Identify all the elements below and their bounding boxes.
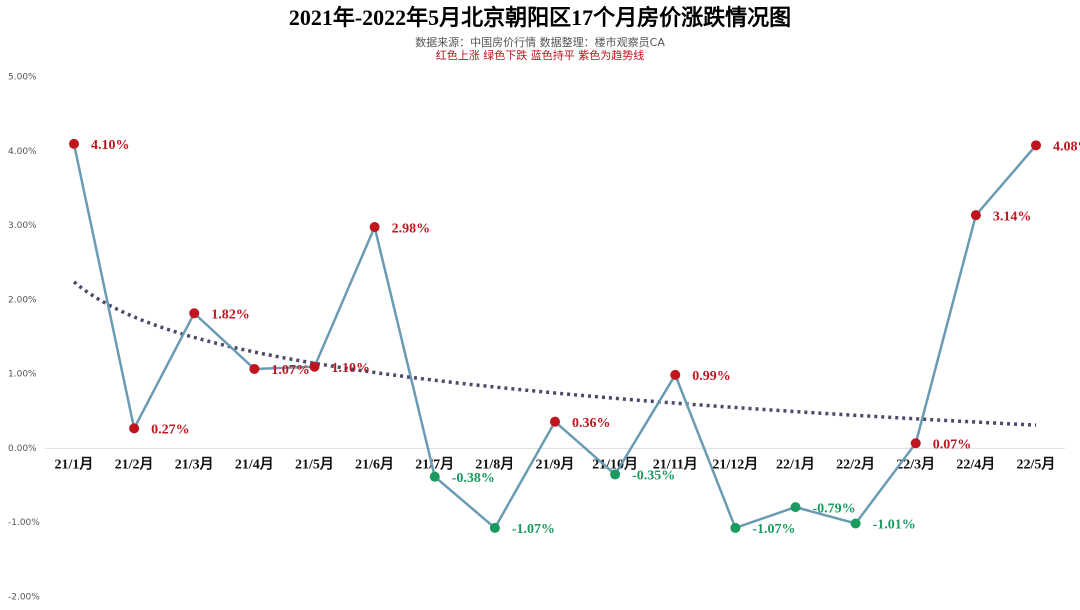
x-tick-label: 21/12月 bbox=[712, 457, 758, 473]
x-tick-label: 21/3月 bbox=[175, 457, 214, 473]
x-tick-label: 21/2月 bbox=[115, 457, 154, 473]
point bbox=[489, 522, 500, 533]
point bbox=[970, 210, 981, 221]
point bbox=[189, 308, 200, 319]
value-label: 2.98% bbox=[392, 221, 431, 236]
point bbox=[369, 222, 380, 233]
legend-note: 红色上涨 绿色下跌 蓝色持平 紫色为趋势线 bbox=[436, 48, 645, 62]
value-label: -0.38% bbox=[452, 471, 495, 486]
point bbox=[550, 416, 560, 427]
x-tick-label: 22/5月 bbox=[1017, 457, 1056, 473]
x-tick-label: 21/4月 bbox=[235, 457, 274, 473]
y-tick-label: 3.00% bbox=[8, 221, 37, 231]
x-tick-label: 21/10月 bbox=[592, 457, 638, 473]
value-label: -1.01% bbox=[873, 518, 916, 533]
point bbox=[790, 502, 801, 513]
value-label: 3.14% bbox=[993, 209, 1032, 224]
x-tick-label: 22/1月 bbox=[776, 457, 815, 473]
value-label: 4.10% bbox=[91, 138, 130, 153]
value-label: 1.10% bbox=[332, 361, 371, 376]
x-tick-label: 21/11月 bbox=[653, 457, 698, 473]
value-label: 0.36% bbox=[572, 416, 611, 431]
trendline bbox=[72, 280, 1037, 427]
point bbox=[69, 138, 79, 149]
y-tick-label: -1.00% bbox=[8, 518, 40, 528]
value-label: -1.07% bbox=[752, 522, 795, 537]
value-label: 0.99% bbox=[692, 369, 731, 384]
chart-title: 2021年-2022年5月北京朝阳区17个月房价涨跌情况图 bbox=[289, 5, 791, 30]
y-tick-label: 2.00% bbox=[8, 295, 37, 305]
point bbox=[730, 522, 741, 533]
value-label: -0.79% bbox=[813, 501, 856, 516]
value-label: 0.07% bbox=[933, 437, 972, 452]
point bbox=[309, 361, 320, 372]
y-tick-label: 0.00% bbox=[8, 444, 37, 454]
x-tick-label: 21/1月 bbox=[55, 457, 94, 473]
y-tick-label: -2.00% bbox=[8, 593, 40, 603]
point bbox=[249, 363, 260, 374]
value-label: 4.08% bbox=[1053, 140, 1080, 155]
x-tick-label: 22/4月 bbox=[956, 457, 995, 473]
value-label: 1.07% bbox=[271, 363, 310, 378]
y-tick-label: 1.00% bbox=[8, 370, 37, 380]
subtitle: 数据来源：中国房价行情 数据整理：楼市观察员CA bbox=[415, 35, 665, 49]
x-tick-label: 21/7月 bbox=[415, 457, 454, 473]
point bbox=[1031, 140, 1041, 151]
x-tick-label: 22/3月 bbox=[896, 457, 935, 473]
point bbox=[610, 469, 621, 480]
value-label: 0.27% bbox=[151, 423, 190, 438]
x-tick-label: 21/8月 bbox=[475, 457, 514, 473]
value-label: -1.07% bbox=[512, 522, 555, 537]
point bbox=[850, 518, 861, 529]
x-tick-label: 21/5月 bbox=[295, 457, 334, 473]
x-tick-label: 21/9月 bbox=[536, 457, 575, 473]
point bbox=[129, 423, 140, 434]
point bbox=[910, 438, 921, 449]
x-tick-label: 22/2月 bbox=[836, 457, 875, 473]
point bbox=[429, 471, 440, 482]
value-label: 1.82% bbox=[211, 307, 250, 322]
point bbox=[670, 369, 681, 380]
value-label: -0.35% bbox=[632, 469, 675, 484]
y-tick-label: 5.00% bbox=[8, 73, 37, 83]
y-tick-label: 4.00% bbox=[8, 147, 37, 157]
x-tick-label: 21/6月 bbox=[355, 457, 394, 473]
